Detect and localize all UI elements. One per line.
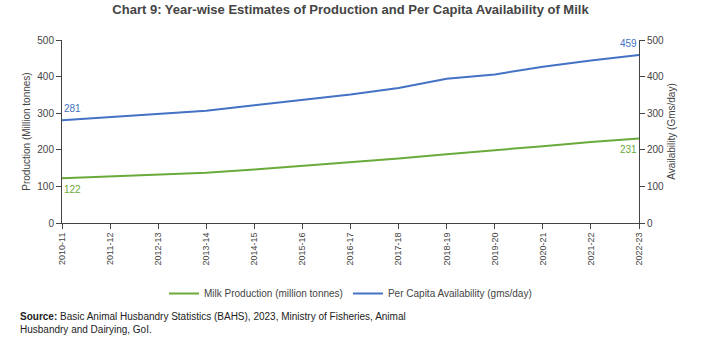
- svg-text:2010-11: 2010-11: [57, 233, 67, 265]
- svg-text:0: 0: [48, 218, 54, 229]
- svg-text:2018-19: 2018-19: [442, 233, 452, 266]
- svg-text:2020-21: 2020-21: [538, 233, 548, 266]
- svg-text:200: 200: [647, 144, 664, 155]
- svg-text:0: 0: [647, 218, 653, 229]
- svg-text:2017-18: 2017-18: [394, 233, 404, 266]
- svg-text:Per Capita Availability (gms/d: Per Capita Availability (gms/day): [388, 288, 532, 299]
- svg-text:2013-14: 2013-14: [201, 233, 211, 266]
- svg-text:400: 400: [647, 71, 664, 82]
- svg-text:Availability (Gms/day): Availability (Gms/day): [666, 83, 677, 180]
- svg-text:459: 459: [620, 38, 637, 49]
- svg-text:300: 300: [37, 108, 54, 119]
- svg-text:Production (Million tonnes): Production (Million tonnes): [21, 72, 32, 190]
- svg-text:200: 200: [37, 144, 54, 155]
- svg-text:2016-17: 2016-17: [345, 233, 355, 266]
- svg-text:500: 500: [647, 35, 664, 46]
- svg-text:2011-12: 2011-12: [105, 233, 115, 265]
- svg-text:2015-16: 2015-16: [297, 233, 307, 266]
- svg-text:400: 400: [37, 71, 54, 82]
- svg-text:281: 281: [64, 103, 81, 114]
- svg-text:Milk Production (million tonne: Milk Production (million tonnes): [204, 288, 343, 299]
- svg-text:300: 300: [647, 108, 664, 119]
- svg-text:2012-13: 2012-13: [153, 233, 163, 266]
- svg-text:Source: Basic Animal Husbandry: Source: Basic Animal Husbandry Statistic…: [20, 311, 406, 335]
- svg-text:2021-22: 2021-22: [586, 233, 596, 266]
- svg-text:2019-20: 2019-20: [490, 233, 500, 266]
- svg-text:100: 100: [647, 181, 664, 192]
- svg-text:Chart 9: Year-wise Estimates o: Chart 9: Year-wise Estimates of Producti…: [112, 2, 589, 17]
- svg-text:500: 500: [37, 35, 54, 46]
- svg-text:100: 100: [37, 181, 54, 192]
- svg-text:2014-15: 2014-15: [249, 233, 259, 266]
- svg-text:231: 231: [620, 144, 637, 155]
- svg-text:122: 122: [64, 184, 81, 195]
- svg-text:2022-23: 2022-23: [634, 233, 644, 266]
